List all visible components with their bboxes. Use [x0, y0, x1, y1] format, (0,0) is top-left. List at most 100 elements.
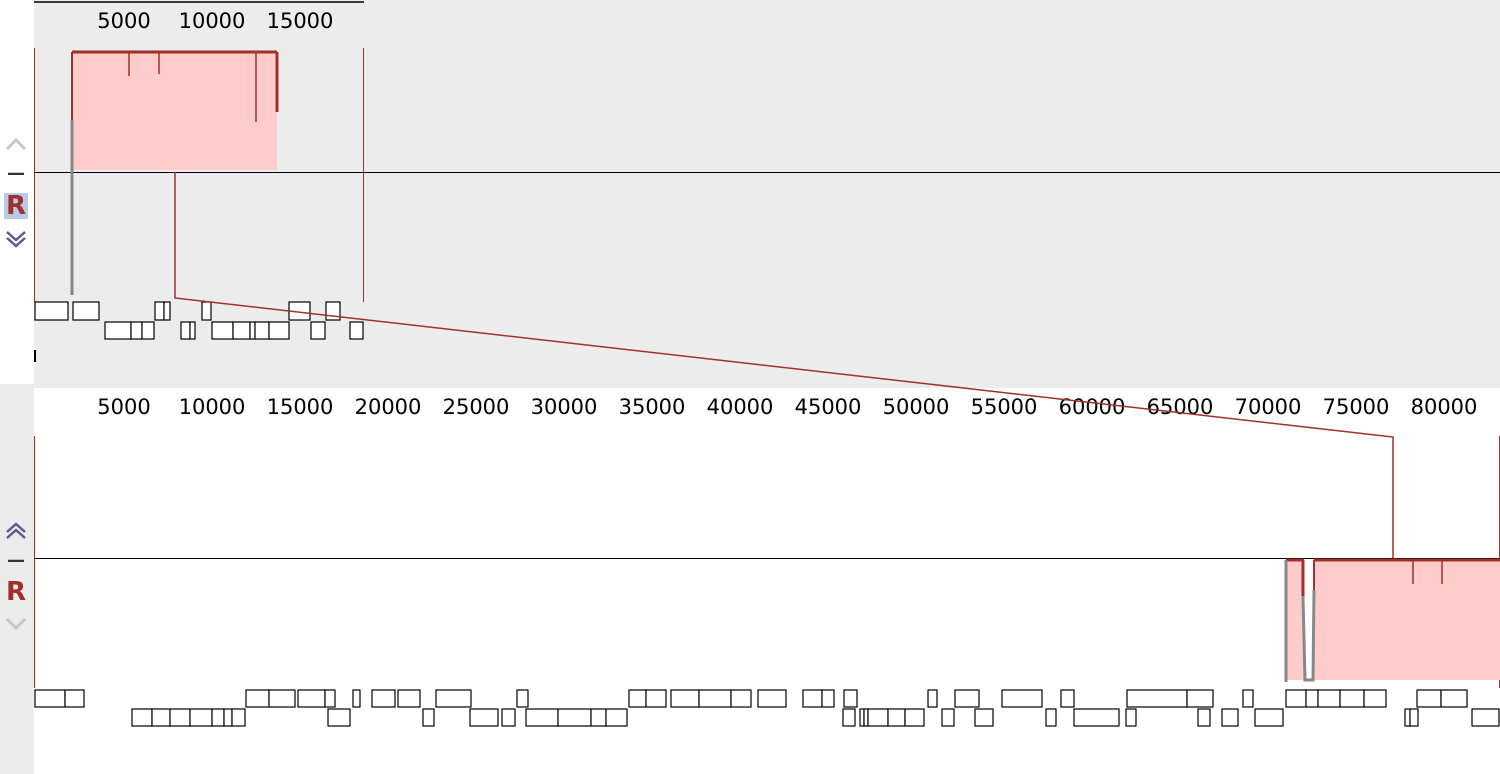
- feature-row-reverse: [104, 321, 364, 340]
- feature-box[interactable]: [349, 321, 364, 340]
- feature-box[interactable]: [670, 689, 700, 708]
- feature-box[interactable]: [64, 689, 85, 708]
- feature-box[interactable]: [1197, 708, 1211, 727]
- feature-box[interactable]: [954, 689, 980, 708]
- collapse-button[interactable]: —: [7, 550, 25, 571]
- feature-box[interactable]: [297, 689, 326, 708]
- feature-box[interactable]: [1221, 708, 1239, 727]
- feature-box[interactable]: [501, 708, 516, 727]
- feature-box[interactable]: [352, 689, 361, 708]
- feature-box[interactable]: [249, 321, 256, 340]
- feature-box[interactable]: [245, 689, 270, 708]
- feature-box[interactable]: [1060, 689, 1075, 708]
- feature-box[interactable]: [232, 321, 251, 340]
- bottom-axis-tick-label: 55000: [971, 395, 1038, 419]
- feature-box[interactable]: [698, 689, 732, 708]
- feature-box[interactable]: [169, 708, 191, 727]
- reverse-complement-button[interactable]: R: [5, 577, 27, 607]
- reverse-complement-button[interactable]: R: [4, 191, 28, 221]
- scroll-down-icon[interactable]: [4, 616, 28, 632]
- feature-box[interactable]: [1001, 689, 1043, 708]
- feature-box[interactable]: [325, 301, 341, 321]
- feature-box[interactable]: [887, 708, 906, 727]
- feature-box[interactable]: [201, 301, 212, 321]
- feature-box[interactable]: [843, 689, 858, 708]
- feature-box[interactable]: [1416, 689, 1442, 708]
- feature-box[interactable]: [435, 689, 472, 708]
- feature-box[interactable]: [268, 689, 296, 708]
- feature-box[interactable]: [645, 689, 667, 708]
- feature-box[interactable]: [927, 689, 938, 708]
- feature-box[interactable]: [1440, 689, 1468, 708]
- feature-box[interactable]: [1254, 708, 1284, 727]
- feature-box[interactable]: [104, 321, 132, 340]
- feature-box[interactable]: [590, 708, 607, 727]
- feature-box[interactable]: [1045, 708, 1057, 727]
- feature-box[interactable]: [1363, 689, 1387, 708]
- feature-box[interactable]: [1186, 689, 1214, 708]
- feature-box[interactable]: [211, 321, 234, 340]
- feature-box[interactable]: [151, 708, 171, 727]
- bottom-axis-tick-label: 30000: [531, 395, 598, 419]
- feature-box[interactable]: [371, 689, 396, 708]
- feature-box[interactable]: [516, 689, 529, 708]
- scroll-up-icon[interactable]: [4, 522, 28, 542]
- feature-box[interactable]: [324, 689, 336, 708]
- feature-box[interactable]: [1242, 689, 1254, 708]
- feature-box[interactable]: [730, 689, 752, 708]
- scroll-indicator: [34, 350, 36, 362]
- feature-box[interactable]: [397, 689, 421, 708]
- feature-box[interactable]: [605, 708, 628, 727]
- feature-box[interactable]: [189, 321, 196, 340]
- feature-box[interactable]: [163, 301, 171, 321]
- feature-box[interactable]: [941, 708, 955, 727]
- feature-box[interactable]: [557, 708, 592, 727]
- feature-row-forward: [34, 301, 341, 321]
- feature-box[interactable]: [154, 301, 165, 321]
- feature-box[interactable]: [1126, 689, 1188, 708]
- feature-box[interactable]: [310, 321, 326, 340]
- similarity-block[interactable]: [1286, 560, 1304, 680]
- feature-box[interactable]: [422, 708, 435, 727]
- feature-box[interactable]: [288, 301, 311, 321]
- feature-box[interactable]: [525, 708, 559, 727]
- feature-box[interactable]: [1073, 708, 1120, 727]
- feature-box[interactable]: [1285, 689, 1307, 708]
- feature-box[interactable]: [1125, 708, 1137, 727]
- feature-box[interactable]: [1409, 708, 1419, 727]
- bottom-panel-controls: — R: [0, 388, 34, 774]
- feature-box[interactable]: [223, 708, 233, 727]
- feature-box[interactable]: [141, 321, 155, 340]
- feature-box[interactable]: [327, 708, 351, 727]
- feature-box[interactable]: [469, 708, 499, 727]
- feature-box[interactable]: [72, 301, 100, 321]
- feature-box[interactable]: [867, 708, 889, 727]
- feature-box[interactable]: [1471, 708, 1500, 727]
- feature-box[interactable]: [268, 321, 290, 340]
- feature-box[interactable]: [821, 689, 835, 708]
- feature-box[interactable]: [131, 708, 153, 727]
- feature-box[interactable]: [34, 301, 69, 321]
- feature-box[interactable]: [1305, 689, 1319, 708]
- feature-box[interactable]: [757, 689, 787, 708]
- feature-box[interactable]: [34, 689, 66, 708]
- feature-box[interactable]: [842, 708, 856, 727]
- feature-box[interactable]: [974, 708, 994, 727]
- feature-box[interactable]: [211, 708, 225, 727]
- feature-box[interactable]: [130, 321, 143, 340]
- feature-box[interactable]: [904, 708, 925, 727]
- feature-box[interactable]: [1339, 689, 1365, 708]
- feature-box[interactable]: [254, 321, 270, 340]
- feature-box[interactable]: [231, 708, 246, 727]
- feature-box[interactable]: [180, 321, 191, 340]
- feature-box[interactable]: [1404, 708, 1411, 727]
- scroll-up-icon[interactable]: [4, 136, 28, 152]
- feature-box[interactable]: [189, 708, 213, 727]
- similarity-block[interactable]: [1314, 560, 1500, 680]
- collapse-button[interactable]: —: [7, 163, 25, 184]
- scroll-down-icon[interactable]: [4, 228, 28, 248]
- similarity-block[interactable]: [72, 52, 277, 170]
- feature-box[interactable]: [628, 689, 647, 708]
- feature-box[interactable]: [1317, 689, 1341, 708]
- feature-box[interactable]: [802, 689, 823, 708]
